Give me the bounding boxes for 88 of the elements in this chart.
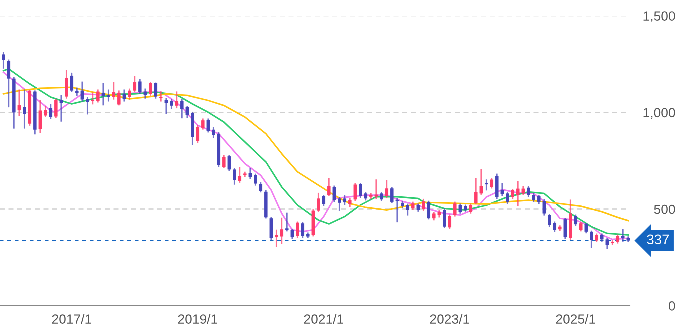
candlestick [149, 82, 152, 96]
candlestick [128, 88, 132, 100]
candlestick [485, 180, 488, 191]
candlestick [202, 118, 205, 130]
candlestick [91, 92, 95, 105]
x-tick-label: 2017/1 [52, 314, 92, 324]
candlestick [118, 90, 121, 106]
candlestick [65, 70, 68, 99]
candlestick [2, 52, 6, 69]
candlestick [44, 106, 48, 118]
candlestick [222, 155, 226, 168]
y-tick-label: 0 [668, 302, 676, 311]
candlestick [54, 99, 58, 118]
candlestick [138, 79, 142, 94]
candlestick [474, 178, 478, 204]
candlestick [238, 167, 242, 183]
candlestick [122, 90, 126, 102]
candlestick [38, 100, 42, 134]
candlestick [548, 214, 552, 228]
candlestick [23, 90, 26, 129]
candlestick [275, 230, 278, 248]
candlestick [96, 90, 100, 103]
candlestick [622, 229, 625, 242]
candlestick [406, 204, 410, 216]
candlestick [160, 92, 163, 102]
candlestick [317, 192, 320, 212]
candlestick [280, 218, 284, 244]
x-tick-label: 2019/1 [178, 314, 218, 324]
candlestick [76, 88, 79, 96]
candlestick [233, 168, 236, 185]
candlestick [196, 126, 200, 144]
candlestick [590, 230, 594, 248]
candlestick [254, 174, 258, 186]
candlestick [296, 222, 300, 238]
candlestick [606, 238, 610, 250]
x-tick-label: 2025/1 [556, 314, 596, 324]
y-tick-label: 500 [654, 204, 676, 214]
x-tick-label: 2021/1 [304, 314, 344, 324]
candlestick [359, 183, 362, 198]
candlestick [18, 90, 22, 116]
candlestick [542, 199, 546, 216]
candlestick [390, 187, 394, 204]
candlestick [60, 95, 64, 122]
candlestick [490, 178, 494, 189]
candlestick [564, 218, 568, 239]
candlestick [506, 192, 510, 204]
y-tick-label: 1,500 [644, 12, 676, 22]
candlestick [385, 180, 389, 198]
candlestick [553, 222, 557, 232]
candlestick [133, 76, 137, 92]
candlestick [286, 212, 289, 232]
candlestick [396, 198, 400, 223]
candlestick [180, 99, 184, 119]
candlestick [270, 217, 274, 240]
candlestick [480, 169, 484, 195]
ref-line-label: 337 [647, 234, 670, 245]
candlestick [86, 97, 90, 115]
candlestick [370, 193, 373, 200]
candlestick [301, 222, 305, 238]
candlestick [338, 197, 342, 211]
candlestick [7, 60, 11, 108]
candlestick [516, 181, 520, 206]
candlestick [584, 223, 588, 234]
candlestick [228, 155, 232, 172]
candlestick [500, 183, 504, 196]
candlestick [70, 72, 74, 92]
candlestick [322, 195, 326, 206]
x-tick-label: 2023/1 [430, 314, 470, 324]
y-tick-label: 1,000 [644, 108, 676, 120]
candlestick [332, 186, 336, 202]
candlestick [206, 118, 210, 133]
candlestick [191, 112, 194, 146]
candlestick [443, 208, 446, 228]
candlestick [154, 82, 158, 99]
candlestick [527, 186, 530, 198]
candlestick [328, 178, 331, 196]
candlestick [354, 183, 358, 202]
candlestick [164, 98, 168, 114]
candlestick [454, 202, 457, 217]
candlestick [175, 92, 179, 109]
candlestick [422, 198, 426, 211]
candlestick [427, 200, 431, 220]
candlestick [611, 240, 614, 246]
candlestick [212, 127, 216, 138]
candlestick [248, 168, 252, 180]
candlestick [102, 83, 106, 106]
candlestick [49, 104, 53, 120]
candlestick [496, 174, 499, 200]
